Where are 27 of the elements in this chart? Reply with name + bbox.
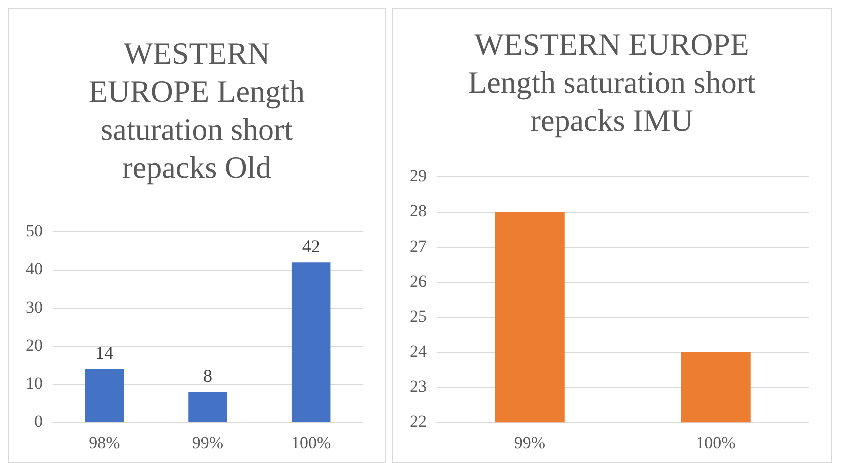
bar bbox=[188, 392, 228, 422]
x-tick-label: 100% bbox=[696, 433, 736, 452]
data-label: 42 bbox=[302, 236, 320, 256]
y-tick-label: 25 bbox=[410, 306, 427, 326]
y-tick-label: 50 bbox=[26, 222, 43, 241]
x-tick-label: 99% bbox=[192, 433, 224, 452]
y-tick-label: 28 bbox=[410, 202, 427, 221]
y-tick-label: 30 bbox=[26, 298, 43, 317]
bar bbox=[292, 262, 331, 422]
chart-title: WESTERN EUROPE Length saturation short repacks IMU bbox=[467, 26, 757, 140]
y-tick-label: 26 bbox=[410, 272, 427, 291]
y-tick-label: 10 bbox=[26, 374, 43, 393]
y-tick-label: 27 bbox=[410, 236, 428, 256]
y-tick-label: 40 bbox=[26, 260, 43, 279]
y-tick-label: 0 bbox=[34, 412, 43, 432]
data-label: 14 bbox=[96, 343, 114, 364]
y-tick-label: 22 bbox=[410, 412, 427, 432]
x-tick-label: 100% bbox=[291, 433, 332, 452]
x-tick-label: 98% bbox=[89, 433, 120, 452]
y-tick-label: 24 bbox=[410, 342, 428, 361]
chart-title: WESTERN EUROPE Length saturation short repacks Old bbox=[88, 34, 306, 186]
data-label: 8 bbox=[204, 366, 212, 386]
y-tick-label: 23 bbox=[410, 377, 427, 396]
bar bbox=[85, 369, 124, 422]
x-tick-label: 99% bbox=[514, 433, 546, 452]
y-tick-label: 29 bbox=[410, 166, 427, 186]
y-tick-label: 20 bbox=[26, 336, 43, 355]
